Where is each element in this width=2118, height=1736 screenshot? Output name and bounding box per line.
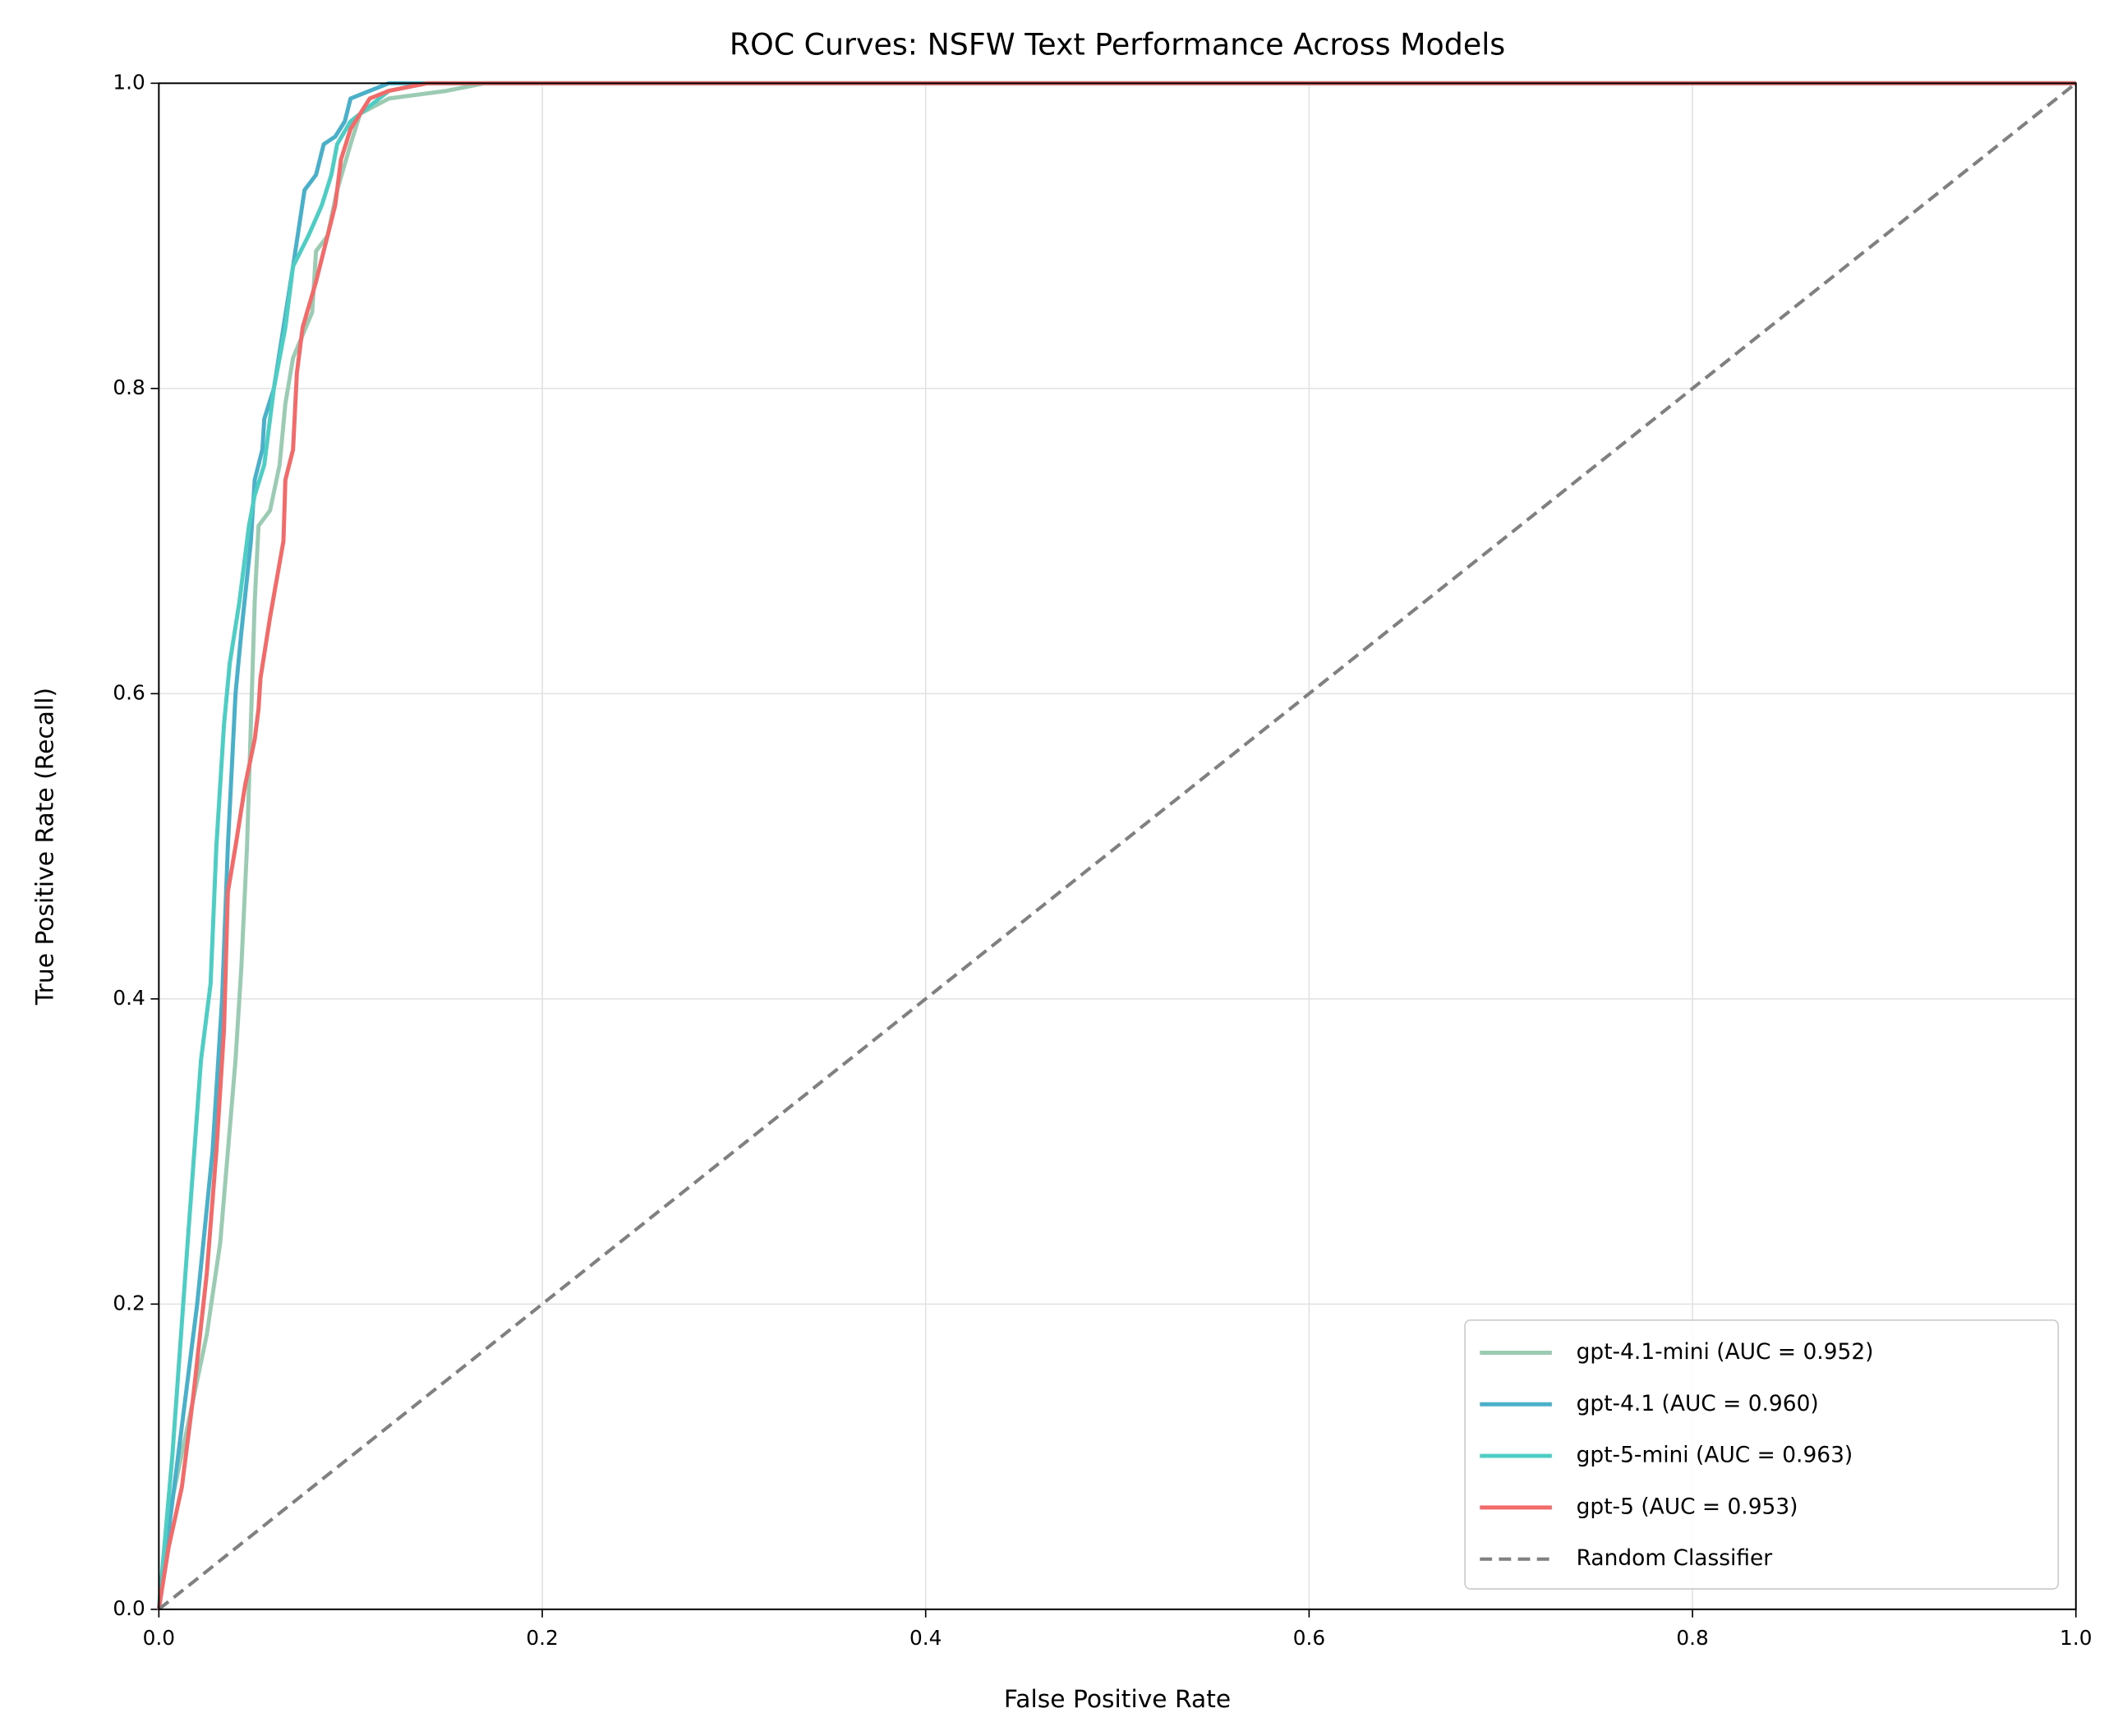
legend-label: Random Classifier (1577, 1545, 1773, 1571)
legend-label: gpt-4.1 (AUC = 0.960) (1577, 1391, 1819, 1416)
x-tick-label: 0.6 (1293, 1626, 1325, 1650)
y-tick-label: 0.2 (113, 1291, 145, 1315)
x-axis-label: False Positive Rate (1004, 1685, 1231, 1714)
legend-label: gpt-5 (AUC = 0.953) (1577, 1494, 1798, 1519)
roc-curve (156, 81, 2076, 1610)
y-tick-label: 0.4 (113, 986, 145, 1010)
x-tick-label: 0.4 (909, 1626, 942, 1650)
legend-label: gpt-4.1-mini (AUC = 0.952) (1577, 1339, 1874, 1365)
legend-box (1464, 1319, 2060, 1590)
y-axis-label: True Positive Rate (Recall) (31, 688, 60, 1006)
x-tick-label: 0.2 (526, 1626, 558, 1650)
chart-title: ROC Curves: NSFW Text Performance Across… (730, 27, 1505, 62)
y-tick-label: 0.8 (113, 375, 145, 399)
x-tick-label: 1.0 (2060, 1626, 2092, 1650)
y-tick-label: 0.6 (113, 680, 145, 704)
legend-label: gpt-5-mini (AUC = 0.963) (1577, 1443, 1853, 1468)
x-tick-label: 0.8 (1676, 1626, 1708, 1650)
plot-frame (158, 82, 2077, 1610)
legend: gpt-4.1-mini (AUC = 0.952) gpt-4.1 (AUC =… (1464, 1319, 2060, 1590)
roc-curve (156, 81, 2076, 1610)
x-tick-label: 0.0 (143, 1626, 175, 1650)
roc-curve (158, 81, 2078, 1611)
y-tick-label: 1.0 (113, 70, 145, 94)
y-tick-label: 0.0 (113, 1596, 145, 1620)
roc-curve (156, 81, 2076, 1610)
